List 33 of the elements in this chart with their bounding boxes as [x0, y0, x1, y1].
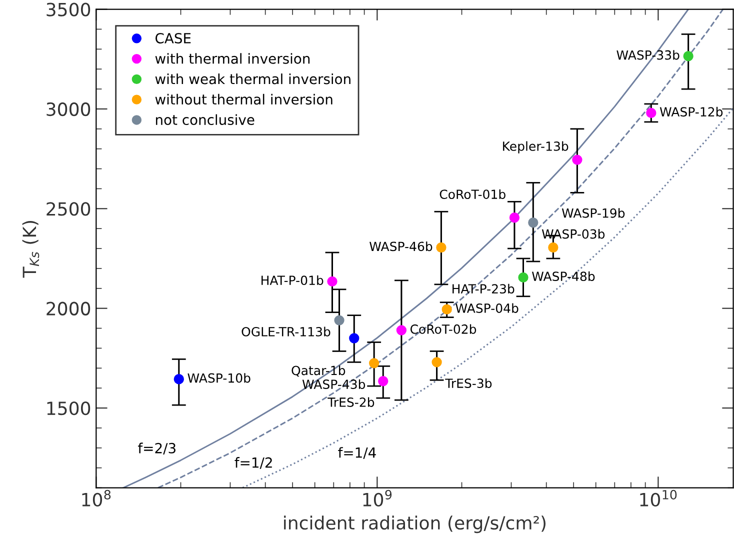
y-tick-label: 1500 [47, 401, 90, 416]
y-tick-label: 3500 [46, 2, 90, 16]
legend-label: with thermal inversion [155, 53, 310, 64]
x-axis-title: incident radiation (erg/s/cm²) [284, 516, 546, 534]
series-label: f=2/3 [138, 442, 176, 454]
legend-label: without thermal inversion [155, 94, 332, 105]
x-tick-label: 10$^{8}$ [82, 490, 111, 506]
annotation: WASP-19b [562, 208, 625, 218]
annotation: OGLE-TR-113b [242, 326, 330, 336]
annotation: CoRoT-01b [440, 189, 506, 200]
legend-label: not conclusive [156, 114, 254, 126]
annotation: CoRoT-02b [410, 324, 476, 334]
x-tick-label: 10$^{10}$ [640, 490, 677, 506]
annotation: WASP-46b [370, 241, 432, 252]
annotation: TrES-3b [445, 378, 492, 388]
annotation: TrES-2b [328, 397, 374, 407]
series-label: f=1/2 [234, 457, 272, 469]
annotation: WASP-03b [542, 229, 605, 239]
y-tick-label: 3000 [46, 102, 90, 116]
annotation: Kepler-13b [503, 141, 568, 154]
annotation: HAT-P-23b [452, 284, 514, 294]
annotation: WASP-48b [532, 271, 595, 282]
y-tick-label: 2500 [46, 202, 90, 216]
series-label: f=1/4 [338, 447, 376, 459]
legend-label: with weak thermal inversion [155, 73, 350, 84]
annotation: HAT-P-01b [262, 275, 324, 286]
y-tick-label: 2000 [46, 302, 90, 316]
y-axis-title: T$_{Ks}$ (K) [22, 220, 40, 278]
legend-label: CASE [156, 32, 191, 44]
annotation: WASP-10b [188, 373, 250, 383]
annotation: WASP-04b [456, 303, 518, 313]
x-tick-label: 10$^{9}$ [363, 490, 392, 506]
annotation: WASP-12b [660, 106, 723, 117]
